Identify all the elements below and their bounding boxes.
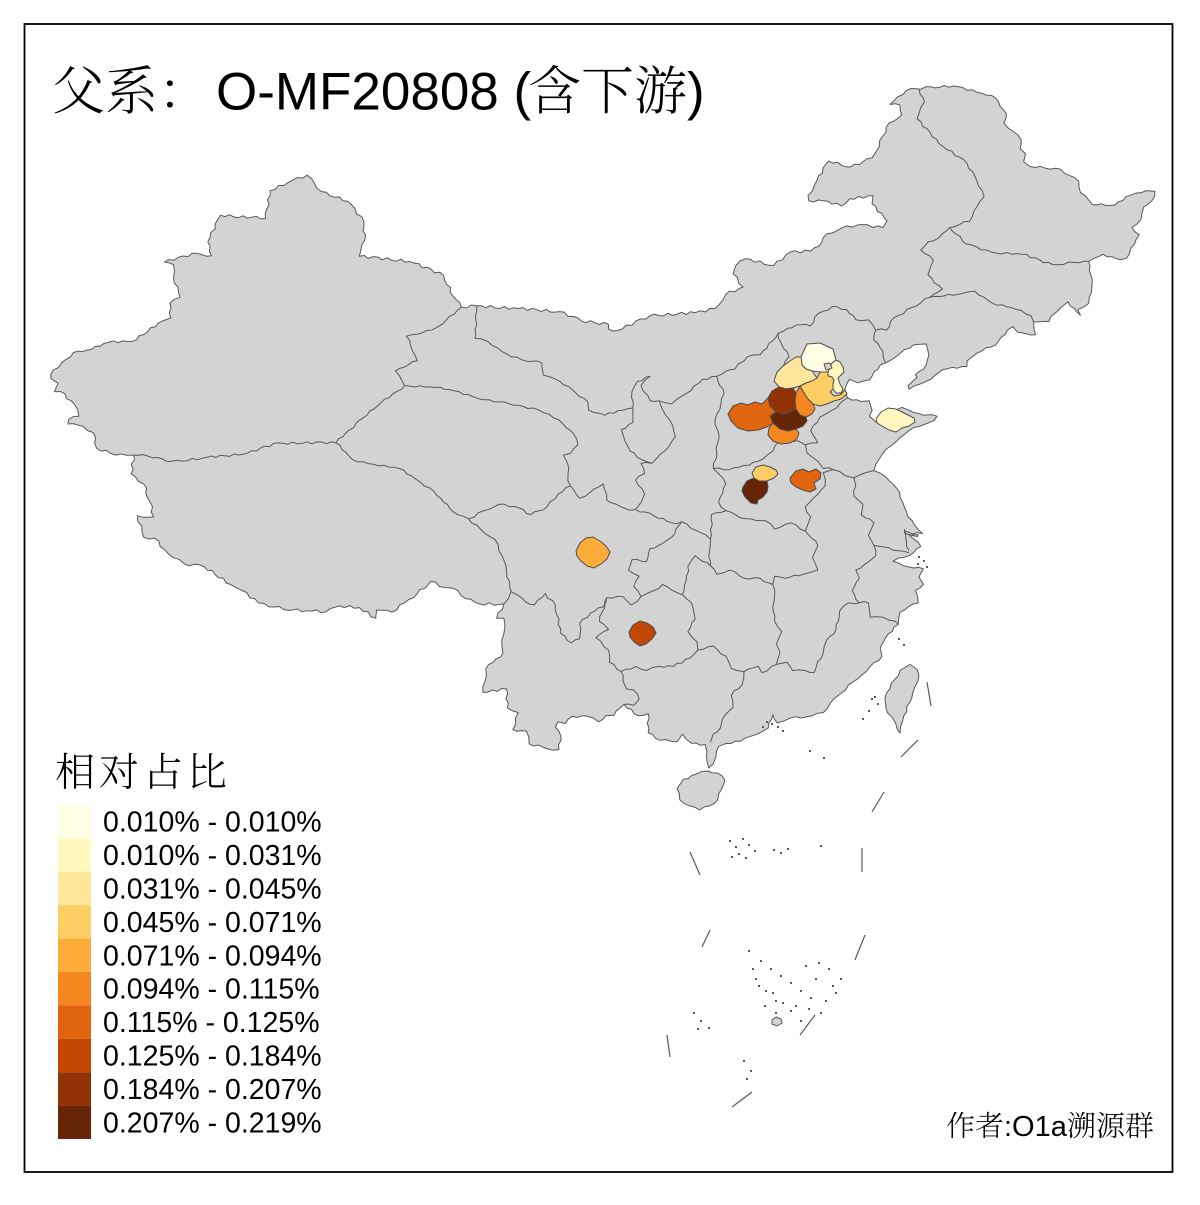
svg-text:0.125% - 0.184%: 0.125% - 0.184% [103, 1041, 322, 1073]
svg-text:O-MF20808 (: O-MF20808 ( [216, 63, 532, 122]
svg-text::O1a: :O1a [1004, 1111, 1068, 1143]
svg-text:0.115% - 0.125%: 0.115% - 0.125% [103, 1007, 320, 1039]
svg-text:0.207% - 0.219%: 0.207% - 0.219% [103, 1107, 322, 1139]
svg-text:0.094% - 0.115%: 0.094% - 0.115% [103, 974, 320, 1006]
svg-text:0.010% - 0.010%: 0.010% - 0.010% [103, 807, 322, 839]
svg-text:0.184% - 0.207%: 0.184% - 0.207% [103, 1074, 322, 1106]
svg-text:0.010% - 0.031%: 0.010% - 0.031% [103, 840, 322, 872]
svg-text:0.071% - 0.094%: 0.071% - 0.094% [103, 940, 322, 972]
svg-text:0.031% - 0.045%: 0.031% - 0.045% [103, 874, 322, 906]
svg-text:): ) [687, 63, 705, 122]
svg-text:0.045% - 0.071%: 0.045% - 0.071% [103, 907, 322, 939]
